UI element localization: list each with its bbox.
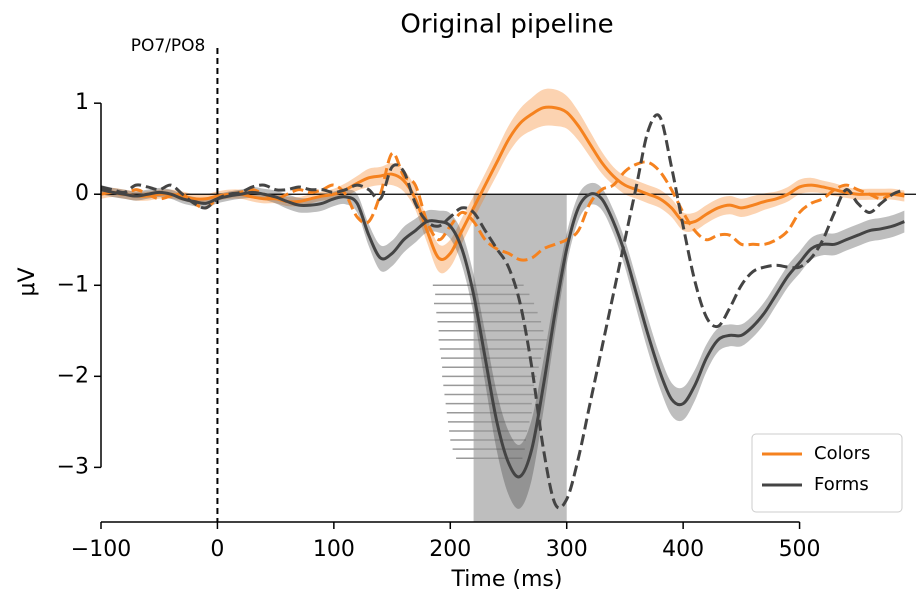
chart-title: Original pipeline — [400, 10, 613, 40]
y-tick-label: 1 — [75, 90, 89, 115]
x-tick-label: −100 — [71, 537, 131, 562]
x-tick-label: 100 — [313, 537, 355, 562]
legend-label: Forms — [814, 474, 869, 495]
y-axis-label: μV — [15, 267, 40, 296]
x-axis-label: Time (ms) — [451, 567, 563, 592]
y-tick-label: 0 — [75, 181, 89, 206]
series-line — [100, 113, 905, 510]
x-tick-label: 400 — [662, 537, 704, 562]
legend-label: Colors — [814, 443, 870, 464]
channel-label: PO7/PO8 — [131, 36, 206, 56]
x-tick-label: 300 — [546, 537, 588, 562]
x-tick-label: 500 — [779, 537, 821, 562]
y-tick-label: −2 — [57, 363, 89, 388]
y-tick-label: −1 — [57, 272, 89, 297]
x-tick-label: 0 — [210, 537, 224, 562]
legend: Colors Forms — [751, 433, 903, 513]
y-tick-label: −3 — [57, 454, 89, 479]
x-tick-label: 200 — [429, 537, 471, 562]
series-line — [100, 188, 905, 479]
